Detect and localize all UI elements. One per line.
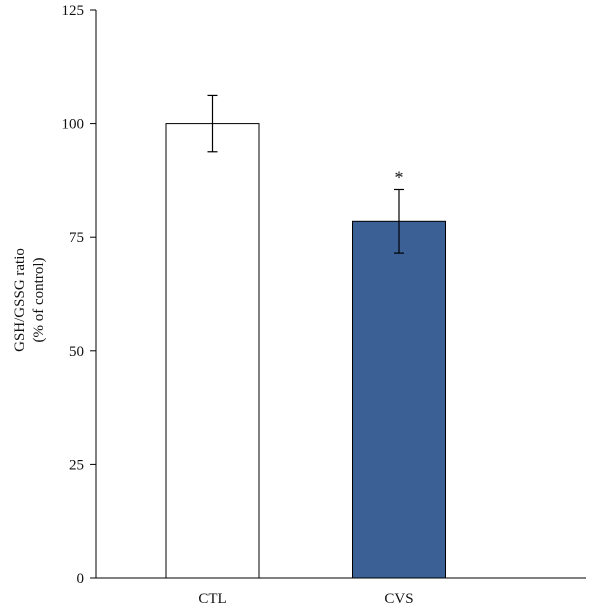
significance-marker: * — [395, 167, 404, 187]
plot-area: 0 25 50 75 100 125 GSH/GSSG ratio (% of control… — [12, 3, 586, 607]
y-tick-label: 0 — [77, 571, 85, 587]
y-tick-label: 125 — [62, 3, 85, 19]
bar-ctl — [165, 123, 260, 579]
x-tick-label: CVS — [384, 591, 413, 607]
y-axis-title-line: (% of control) — [31, 258, 47, 343]
y-tick-label: 100 — [62, 117, 85, 133]
y-tick-label: 50 — [69, 344, 84, 360]
y-tick-label: 75 — [69, 230, 84, 246]
y-axis-title-line: GSH/GSSG ratio — [12, 248, 28, 352]
bar-cvs — [352, 220, 446, 579]
y-tick-label: 25 — [69, 457, 84, 473]
x-tick-label: CTL — [198, 591, 226, 607]
